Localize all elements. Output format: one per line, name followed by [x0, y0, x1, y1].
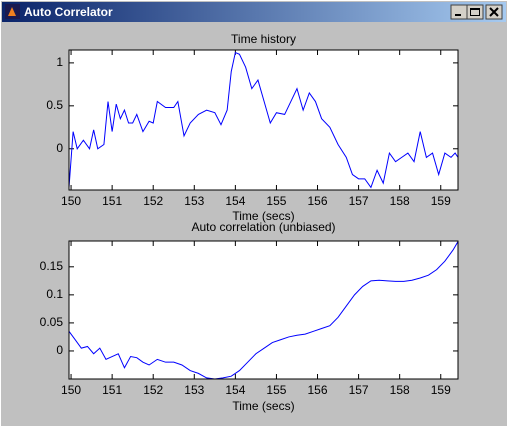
y-tick-label: 0.15	[40, 259, 64, 273]
close-button[interactable]	[485, 4, 503, 20]
x-tick-label: 153	[184, 383, 204, 397]
x-tick-label: 159	[431, 383, 451, 397]
x-tick-label: 156	[308, 194, 328, 208]
x-tick-label: 155	[266, 383, 286, 397]
x-tick-label: 154	[225, 383, 245, 397]
y-tick-label: 1	[56, 55, 63, 69]
axes-box	[68, 49, 459, 191]
x-tick-label: 158	[390, 383, 410, 397]
minimize-button[interactable]	[450, 4, 468, 20]
series-line	[68, 241, 459, 380]
x-tick-label: 157	[349, 194, 369, 208]
y-tick-label: 0.5	[46, 98, 63, 112]
title-bar	[2, 2, 506, 22]
x-tick-label: 153	[184, 194, 204, 208]
y-tick-label: 0.1	[46, 287, 63, 301]
axes-box	[68, 240, 459, 380]
chart-title: Time history	[231, 32, 296, 46]
x-axis-label: Time (secs)	[232, 399, 294, 413]
x-tick-label: 152	[143, 383, 163, 397]
y-tick-label: 0	[56, 141, 63, 155]
y-tick-label: 0.05	[40, 315, 64, 329]
x-tick-label: 150	[61, 383, 81, 397]
x-tick-label: 159	[431, 194, 451, 208]
x-tick-label: 158	[390, 194, 410, 208]
x-tick-label: 154	[225, 194, 245, 208]
x-tick-label: 152	[143, 194, 163, 208]
x-tick-label: 151	[102, 194, 122, 208]
y-tick-label: 0	[56, 343, 63, 357]
plot-area	[69, 241, 458, 379]
x-tick-label: 155	[266, 194, 286, 208]
app-icon	[5, 4, 20, 19]
x-tick-label: 157	[349, 383, 369, 397]
window-title: Auto Correlator	[24, 5, 113, 19]
series-line	[68, 51, 459, 189]
maximize-button[interactable]	[466, 4, 484, 20]
x-tick-label: 150	[61, 194, 81, 208]
x-tick-label: 156	[308, 383, 328, 397]
x-axis-label: Time (secs)	[232, 209, 294, 223]
x-tick-label: 151	[102, 383, 122, 397]
chart-title: Auto correlation (unbiased)	[191, 220, 335, 234]
